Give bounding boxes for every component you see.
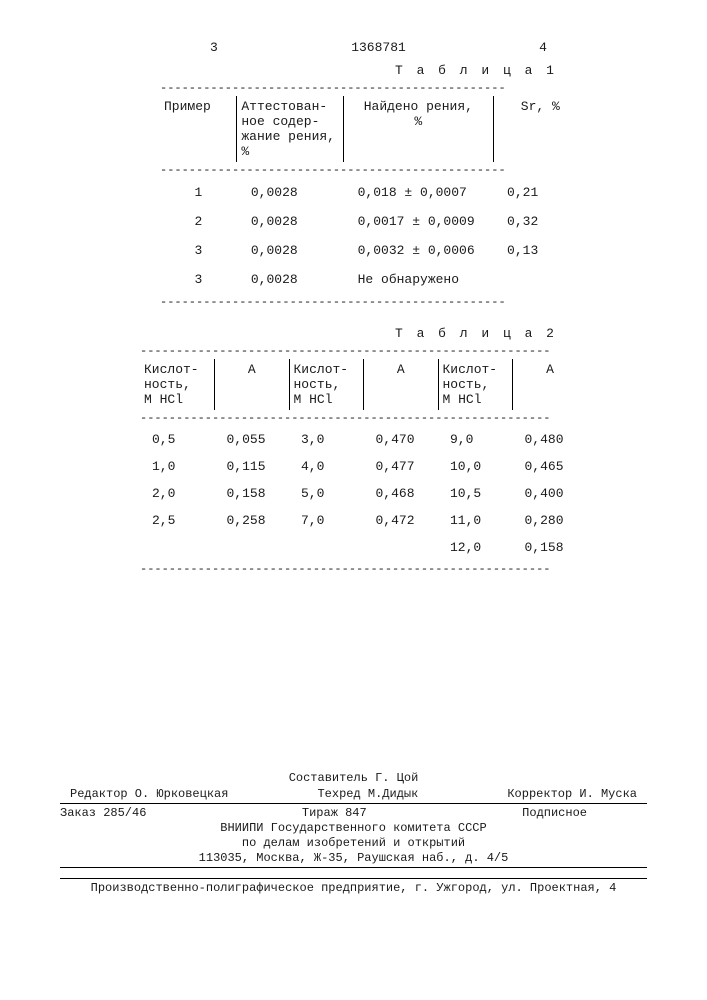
tirazh: Тираж 847: [302, 806, 367, 820]
table2-rule-top: ----------------------------------------…: [140, 345, 587, 357]
table-cell: 4,0: [289, 453, 364, 480]
table-cell: 0,115: [215, 453, 290, 480]
right-page-num: 4: [539, 40, 547, 55]
table-cell: [215, 534, 290, 561]
table-cell: [289, 534, 364, 561]
table-cell: 2: [160, 207, 237, 236]
t1-col-attest: Аттестован- ное содер- жание рения, %: [237, 96, 344, 162]
page-header: 3 1368781 4: [60, 40, 647, 55]
table-cell: 10,0: [438, 453, 513, 480]
subscription: Подписное: [522, 806, 587, 820]
table-row: 30,0028Не обнаружено: [160, 265, 587, 294]
footer-rule-2: [60, 867, 647, 868]
table-row: 0,50,0553,00,4709,00,480: [140, 426, 587, 453]
t2-col-acid2: Кислот- ность, М HCl: [289, 359, 364, 410]
table-cell: 0,0028: [237, 236, 344, 265]
table-cell: 0,32: [493, 207, 587, 236]
table-cell: 5,0: [289, 480, 364, 507]
t2-col-a1: A: [215, 359, 290, 410]
printer-line: Производственно-полиграфическое предприя…: [60, 876, 647, 895]
table-cell: 0,0017 ± 0,0009: [344, 207, 493, 236]
left-page-num: 3: [210, 40, 218, 55]
table2-rule-mid: ----------------------------------------…: [140, 412, 587, 424]
table-cell: 0,055: [215, 426, 290, 453]
table-cell: 0,0028: [237, 178, 344, 207]
table-cell: 0,470: [364, 426, 439, 453]
table-cell: 2,0: [140, 480, 215, 507]
table-cell: 0,477: [364, 453, 439, 480]
table-cell: [493, 265, 587, 294]
table-cell: 11,0: [438, 507, 513, 534]
table-cell: 3,0: [289, 426, 364, 453]
table-cell: 0,5: [140, 426, 215, 453]
table-cell: 0,258: [215, 507, 290, 534]
table-row: 30,00280,0032 ± 0,00060,13: [160, 236, 587, 265]
table-row: 2,00,1585,00,46810,50,400: [140, 480, 587, 507]
table1-caption: Т а б л и ц а 1: [60, 63, 647, 78]
editor-credit: Редактор О. Юрковецкая: [70, 787, 228, 801]
table-cell: 0,480: [513, 426, 588, 453]
table-cell: 1: [160, 178, 237, 207]
table-cell: 0,465: [513, 453, 588, 480]
table-cell: 0,280: [513, 507, 588, 534]
table-cell: 0,0032 ± 0,0006: [344, 236, 493, 265]
tech-credit: Техред М.Дидык: [317, 787, 418, 801]
t1-col-found: Найдено рения, %: [344, 96, 493, 162]
table2-rule-bot: ----------------------------------------…: [140, 563, 587, 575]
t1-col-sr: Sr, %: [493, 96, 587, 162]
corrector-credit: Корректор И. Муска: [507, 787, 637, 801]
table-cell: Не обнаружено: [344, 265, 493, 294]
table-cell: 0,472: [364, 507, 439, 534]
table1-rule-mid: ----------------------------------------…: [160, 164, 587, 176]
table-cell: [140, 534, 215, 561]
table-cell: 12,0: [438, 534, 513, 561]
table-cell: 9,0: [438, 426, 513, 453]
table-cell: 1,0: [140, 453, 215, 480]
address-line: 113035, Москва, Ж-35, Раушская наб., д. …: [60, 851, 647, 865]
table-row: 10,00280,018 ± 0,00070,21: [160, 178, 587, 207]
table-row: 12,00,158: [140, 534, 587, 561]
table-row: 20,00280,0017 ± 0,00090,32: [160, 207, 587, 236]
table-cell: 0,0028: [237, 207, 344, 236]
table-cell: 0,158: [513, 534, 588, 561]
t2-col-a2: A: [364, 359, 439, 410]
table-cell: 0,21: [493, 178, 587, 207]
table-cell: 0,0028: [237, 265, 344, 294]
table-cell: 2,5: [140, 507, 215, 534]
table-row: 2,50,2587,00,47211,00,280: [140, 507, 587, 534]
table-cell: 3: [160, 265, 237, 294]
table1-rule-bot: ----------------------------------------…: [160, 296, 587, 308]
org-line-2: по делам изобретений и открытий: [60, 836, 647, 850]
table2: Т а б л и ц а 2 ------------------------…: [140, 326, 587, 575]
table-cell: 0,468: [364, 480, 439, 507]
table-cell: 0,158: [215, 480, 290, 507]
org-line-1: ВНИИПИ Государственного комитета СССР: [60, 821, 647, 835]
table-cell: 10,5: [438, 480, 513, 507]
table2-header-row: Кислот- ность, М HCl A Кислот- ность, М …: [140, 359, 587, 410]
t1-col-primer: Пример: [160, 96, 237, 162]
footer-block: Составитель Г. Цой Редактор О. Юрковецка…: [60, 771, 647, 870]
table-cell: [364, 534, 439, 561]
table-cell: 3: [160, 236, 237, 265]
footer-rule-1: [60, 803, 647, 804]
compiler-line: Составитель Г. Цой: [60, 771, 647, 785]
table1-header-row: Пример Аттестован- ное содер- жание рени…: [160, 96, 587, 162]
table1: ----------------------------------------…: [160, 82, 587, 308]
table2-caption: Т а б л и ц а 2: [140, 326, 587, 341]
table-cell: 0,400: [513, 480, 588, 507]
table-cell: 0,13: [493, 236, 587, 265]
table-cell: 0,018 ± 0,0007: [344, 178, 493, 207]
table-cell: 7,0: [289, 507, 364, 534]
doc-number: 1368781: [351, 40, 406, 55]
t2-col-a3: A: [513, 359, 588, 410]
table-row: 1,00,1154,00,47710,00,465: [140, 453, 587, 480]
table1-rule-top: ----------------------------------------…: [160, 82, 587, 94]
t2-col-acid1: Кислот- ность, М HCl: [140, 359, 215, 410]
order-num: Заказ 285/46: [60, 806, 146, 820]
t2-col-acid3: Кислот- ность, М HCl: [438, 359, 513, 410]
